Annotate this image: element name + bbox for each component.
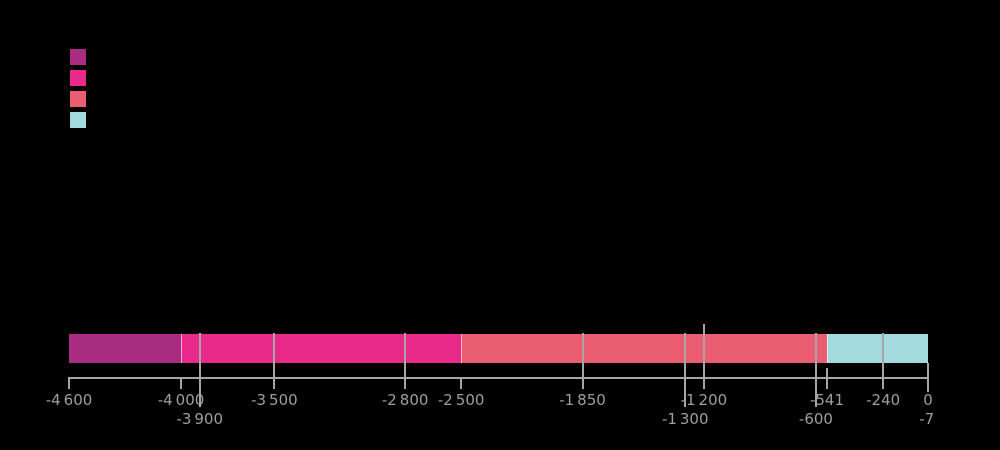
segment-divider-2 <box>461 334 463 363</box>
axis-tick-4600 <box>68 377 70 389</box>
tick-label-240: -240 <box>866 391 901 409</box>
tick-label-1850: -1 850 <box>559 391 606 409</box>
tick-label-4000: -4 000 <box>157 391 205 409</box>
tick-label-3500: -3 500 <box>251 391 298 409</box>
legend-swatch-1 <box>70 49 86 65</box>
axis-tick-4000 <box>180 377 183 389</box>
boundary-line-240 <box>882 333 885 389</box>
boundary-line-3900 <box>198 333 201 407</box>
axis-tick-541 <box>825 368 828 389</box>
boundary-line-1200 <box>702 324 705 389</box>
bar-segment-4 <box>826 334 928 363</box>
axis-tick-0 <box>927 363 929 392</box>
tick-label-3900: -3 900 <box>176 410 223 428</box>
boundary-line-1300 <box>684 333 687 407</box>
tick-label-600: -600 <box>798 410 833 428</box>
axis-tick-2500 <box>460 377 463 389</box>
tick-label-2800: -2 800 <box>381 391 429 409</box>
tick-label-2500: -2 500 <box>437 391 485 409</box>
tick-label-1200: -1 200 <box>680 391 728 409</box>
bar-segment-3 <box>461 334 827 363</box>
legend-swatch-4 <box>70 112 86 128</box>
boundary-line-600 <box>814 333 817 407</box>
bar-segment-2 <box>181 334 462 363</box>
boundary-line-1850 <box>581 333 584 389</box>
tick-label-1300: -1 300 <box>661 410 709 428</box>
segment-divider-3 <box>826 334 828 363</box>
bar-segment-1 <box>69 334 182 363</box>
segment-divider-1 <box>181 334 183 363</box>
boundary-line-3500 <box>273 333 276 389</box>
boundary-line-2800 <box>404 333 407 389</box>
tick-label-541: -541 <box>809 391 844 409</box>
legend-swatch-2 <box>70 70 86 86</box>
tick-label-7: -7 <box>919 410 935 428</box>
tick-label-4600: -4 600 <box>45 391 93 409</box>
tick-label-0: 0 <box>923 391 933 409</box>
legend-swatch-3 <box>70 91 86 107</box>
x-axis-line <box>69 377 929 379</box>
